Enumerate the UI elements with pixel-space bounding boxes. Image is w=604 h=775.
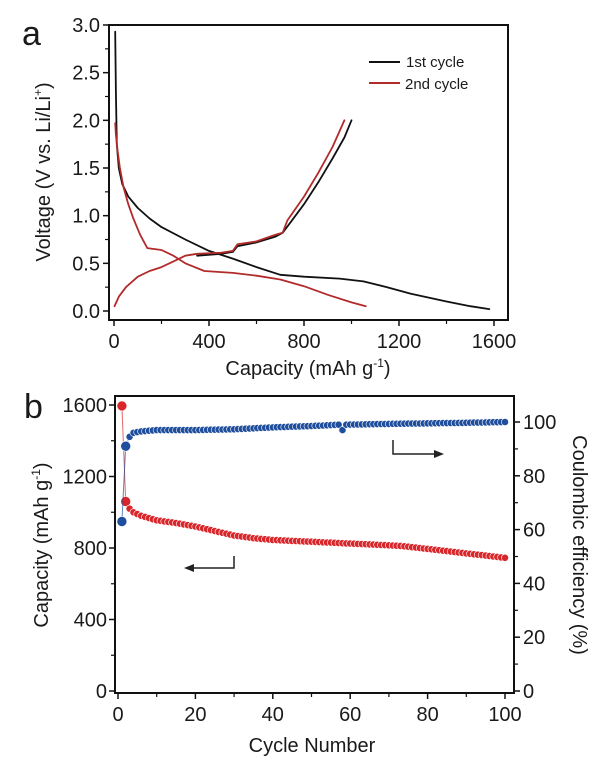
data-point — [116, 516, 128, 527]
y-tick-label: 800 — [74, 538, 107, 560]
panel-a-x-axis-label: Capacity (mAh g-1) — [225, 356, 390, 380]
y2-tick-label: 60 — [523, 520, 545, 542]
x-tick-label: 80 — [416, 704, 438, 726]
1st-cycle-discharge-line — [114, 30, 491, 311]
y2-tick-label: 0 — [523, 681, 534, 703]
panel-b-frame — [114, 395, 515, 694]
y-tick-label: 0.0 — [72, 301, 100, 323]
y-label-tail: ) — [31, 462, 53, 469]
x-tick-label: 100 — [488, 704, 521, 726]
x-tick-label: 0 — [108, 331, 119, 353]
y-tick-label: 2.0 — [72, 110, 100, 132]
y2-tick-label: 40 — [523, 573, 545, 595]
y-tick-label: 2.5 — [72, 63, 100, 85]
x-label-tail: ) — [384, 358, 391, 380]
y-label-tail: ) — [33, 82, 55, 89]
panel-a-y-ticks: 0.0 0.5 1.0 1.5 2.0 2.5 3.0 — [72, 15, 109, 323]
data-point — [338, 426, 347, 434]
panel-a-x-ticks: 0 400 800 1200 1600 — [108, 320, 516, 353]
panel-b-x-axis-label: Cycle Number — [249, 735, 376, 757]
data-point — [501, 553, 509, 562]
coulombic-efficiency-markers — [116, 418, 509, 527]
x-tick-label: 0 — [112, 704, 123, 726]
panel-b-y-axis-label: Capacity (mAh g-1) — [29, 462, 53, 627]
y2-tick-label: 20 — [523, 627, 545, 649]
panel-a-chart: 0 400 800 1200 1600 0.0 0.5 1.0 1.5 2.0 2.5 3.0 1s… — [31, 15, 516, 380]
x-tick-label: 20 — [184, 704, 206, 726]
y-label-sup: + — [31, 89, 45, 96]
y2-tick-label: 100 — [523, 412, 556, 434]
legend-label-1st-cycle: 1st cycle — [406, 54, 464, 71]
panel-b-y2-axis-label: Coulombic efficiency (%) — [568, 435, 590, 655]
y-label-sup: -1 — [29, 469, 43, 480]
y2-tick-label: 80 — [523, 466, 545, 488]
data-point — [334, 420, 343, 429]
x-label-sup: -1 — [373, 356, 384, 370]
y-label-main: Voltage (V vs. Li/Li — [33, 96, 55, 262]
panel-b-y2-ticks: 0 20 40 60 80 100 — [514, 412, 556, 703]
x-tick-label: 1200 — [377, 331, 422, 353]
y-tick-label: 1200 — [63, 467, 108, 489]
y-tick-label: 0 — [96, 681, 107, 703]
panel-a-frame — [108, 24, 509, 321]
x-tick-label: 800 — [287, 331, 320, 353]
data-point — [120, 440, 131, 452]
panel-label-b: b — [24, 388, 43, 426]
capacity-markers — [116, 400, 509, 562]
panel-b-x-ticks: 0 20 40 60 80 100 — [112, 693, 522, 726]
efficiency-axis-arrow — [392, 440, 444, 458]
data-point — [501, 418, 509, 426]
x-tick-label: 400 — [192, 331, 225, 353]
2nd-cycle-discharge-line — [114, 122, 367, 308]
y-tick-label: 3.0 — [72, 15, 100, 37]
data-point — [116, 400, 128, 412]
x-tick-label: 40 — [262, 704, 284, 726]
y-tick-label: 1.0 — [72, 206, 100, 228]
x-tick-label: 60 — [339, 704, 361, 726]
panel-label-a: a — [22, 15, 41, 53]
2nd-cycle-charge-line — [113, 119, 346, 308]
y-tick-label: 400 — [74, 610, 107, 632]
panel-a-y-axis-label: Voltage (V vs. Li/Li+) — [31, 82, 55, 261]
panel-b-series — [116, 400, 509, 562]
x-label-main: Capacity (mAh g — [225, 358, 373, 380]
y-tick-label: 1600 — [63, 395, 108, 417]
panel-b-chart: 0 20 40 60 80 100 0 400 800 1200 1600 0 20 40 60 80 10… — [29, 395, 590, 757]
panel-a-series — [113, 30, 491, 311]
coulombic-efficiency-line — [121, 421, 506, 522]
y-label-main: Capacity (mAh g — [31, 480, 53, 628]
panel-b-y-ticks: 0 400 800 1200 1600 — [63, 395, 115, 703]
y-tick-label: 0.5 — [72, 253, 100, 275]
legend-label-2nd-cycle: 2nd cycle — [405, 76, 468, 93]
x-tick-label: 1600 — [472, 331, 517, 353]
capacity-axis-arrow — [184, 556, 235, 572]
y-tick-label: 1.5 — [72, 158, 100, 180]
panel-a-legend: 1st cycle 2nd cycle — [369, 54, 468, 93]
